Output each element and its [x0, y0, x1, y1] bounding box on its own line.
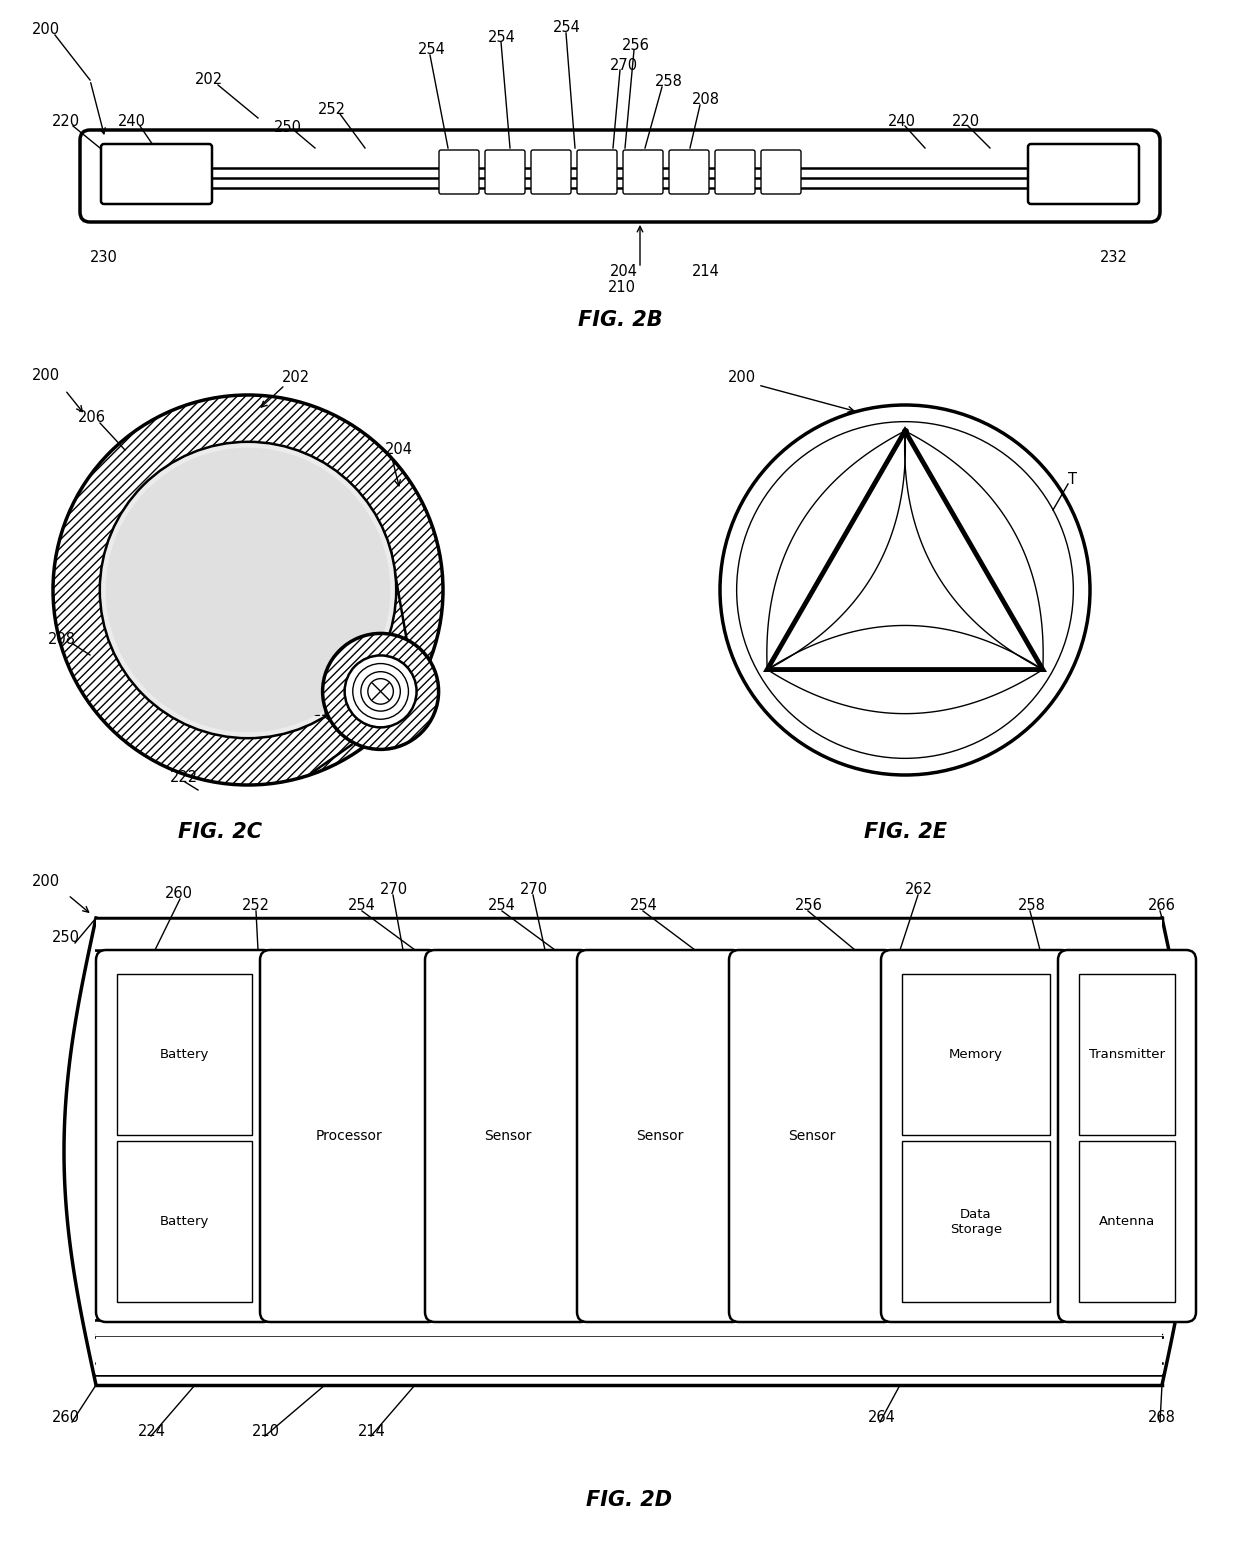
Text: 214: 214: [692, 265, 720, 280]
FancyBboxPatch shape: [425, 950, 590, 1323]
Text: Transmitter: Transmitter: [1089, 1047, 1166, 1061]
Text: 202: 202: [195, 73, 223, 88]
Text: 222: 222: [170, 770, 198, 786]
Text: 250: 250: [274, 121, 303, 136]
FancyBboxPatch shape: [622, 150, 663, 193]
Text: 270: 270: [610, 57, 639, 73]
FancyBboxPatch shape: [577, 950, 742, 1323]
Text: 260: 260: [52, 1411, 81, 1425]
Text: 254: 254: [348, 899, 376, 913]
Text: 256: 256: [622, 37, 650, 53]
FancyBboxPatch shape: [531, 150, 570, 193]
Text: 200: 200: [728, 370, 756, 385]
Text: 252: 252: [242, 899, 270, 913]
Text: 220: 220: [952, 114, 980, 130]
Text: T: T: [1068, 472, 1078, 487]
Bar: [117, 975, 252, 1135]
Text: 254: 254: [630, 899, 658, 913]
FancyBboxPatch shape: [880, 950, 1071, 1323]
Ellipse shape: [53, 394, 443, 784]
FancyBboxPatch shape: [729, 950, 894, 1323]
Bar: [95, 1363, 1162, 1375]
Text: 232: 232: [1100, 251, 1128, 266]
Bar: [901, 1142, 1050, 1303]
Text: 264: 264: [868, 1411, 895, 1425]
Text: 266: 266: [1148, 899, 1176, 913]
Text: 224: 224: [138, 1425, 166, 1440]
Text: 208: 208: [48, 633, 76, 648]
Text: Sensor: Sensor: [484, 1129, 531, 1143]
Text: 262: 262: [905, 882, 932, 897]
Text: 200: 200: [32, 23, 60, 37]
Text: 270: 270: [379, 882, 408, 897]
Text: FIG. 2E: FIG. 2E: [863, 821, 946, 842]
Text: 240: 240: [118, 114, 146, 130]
Bar: [901, 975, 1050, 1135]
Text: 214: 214: [345, 665, 373, 679]
Text: 210: 210: [252, 1425, 280, 1440]
FancyBboxPatch shape: [439, 150, 479, 193]
Text: 240: 240: [888, 114, 916, 130]
FancyBboxPatch shape: [715, 150, 755, 193]
Text: 254: 254: [418, 42, 446, 57]
FancyBboxPatch shape: [95, 950, 273, 1323]
Text: FIG. 2C: FIG. 2C: [177, 821, 262, 842]
FancyBboxPatch shape: [100, 144, 212, 204]
Ellipse shape: [322, 633, 439, 749]
Text: 204: 204: [384, 442, 413, 458]
Text: 252: 252: [317, 102, 346, 118]
Text: 202: 202: [281, 370, 310, 385]
Bar: [95, 917, 1162, 950]
Text: Processor: Processor: [316, 1129, 382, 1143]
Text: 214: 214: [358, 1425, 386, 1440]
Text: 208: 208: [692, 93, 720, 107]
Text: 200: 200: [32, 368, 60, 382]
Text: 224: 224: [330, 684, 358, 699]
Text: 200: 200: [32, 874, 60, 890]
Bar: [1079, 1142, 1176, 1303]
Text: FIG. 2B: FIG. 2B: [578, 309, 662, 330]
FancyBboxPatch shape: [577, 150, 618, 193]
Text: Battery: Battery: [160, 1214, 210, 1228]
Bar: [1079, 975, 1176, 1135]
Text: 254: 254: [489, 29, 516, 45]
Ellipse shape: [345, 656, 417, 727]
Text: 268: 268: [1148, 1411, 1176, 1425]
Text: 210: 210: [312, 704, 340, 719]
Ellipse shape: [720, 405, 1090, 775]
Text: Sensor: Sensor: [787, 1129, 836, 1143]
FancyBboxPatch shape: [1028, 144, 1140, 204]
Bar: [95, 1320, 1162, 1337]
Ellipse shape: [105, 447, 391, 732]
FancyBboxPatch shape: [485, 150, 525, 193]
Text: 210: 210: [608, 280, 636, 295]
Text: FIG. 2D: FIG. 2D: [587, 1490, 672, 1510]
Text: 254: 254: [489, 899, 516, 913]
Text: Sensor: Sensor: [636, 1129, 683, 1143]
Text: Memory: Memory: [949, 1047, 1003, 1061]
Text: 256: 256: [795, 899, 823, 913]
Text: 260: 260: [165, 886, 193, 902]
Text: 270: 270: [520, 882, 548, 897]
Text: 206: 206: [78, 410, 105, 425]
Text: 204: 204: [610, 265, 639, 280]
Text: 220: 220: [52, 114, 81, 130]
FancyBboxPatch shape: [260, 950, 438, 1323]
Text: 250: 250: [52, 930, 81, 945]
Text: 230: 230: [91, 251, 118, 266]
Text: 258: 258: [1018, 899, 1045, 913]
Text: 258: 258: [655, 74, 683, 90]
Text: Data
Storage: Data Storage: [950, 1208, 1002, 1236]
Bar: [117, 1142, 252, 1303]
FancyBboxPatch shape: [670, 150, 709, 193]
Text: Antenna: Antenna: [1099, 1214, 1156, 1228]
FancyBboxPatch shape: [81, 130, 1159, 223]
Ellipse shape: [99, 442, 397, 738]
Text: 254: 254: [553, 20, 580, 36]
Text: Battery: Battery: [160, 1047, 210, 1061]
FancyBboxPatch shape: [761, 150, 801, 193]
FancyBboxPatch shape: [1058, 950, 1197, 1323]
Bar: [95, 1337, 1162, 1363]
